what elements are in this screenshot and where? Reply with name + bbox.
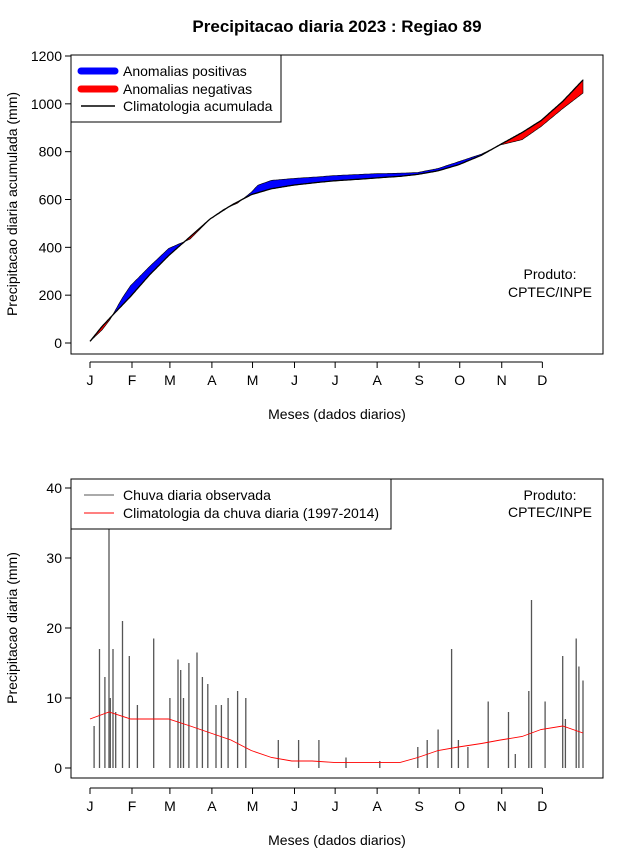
bot-x-tick-label: M [164, 798, 176, 814]
climatology-daily-line [89, 711, 584, 763]
bot-x-tick-label: N [497, 798, 507, 814]
legend-label-negative: Anomalias negativas [123, 81, 252, 97]
top-x-tick-label: O [454, 372, 465, 388]
legend-label-climatology: Climatologia acumulada [123, 98, 273, 114]
top-y-tick-label: 1200 [31, 48, 62, 64]
cumulative-lines [89, 79, 584, 342]
top-x-tick-label: M [247, 372, 259, 388]
bot-x-tick-label: O [454, 798, 465, 814]
legend-label-climatology-daily: Climatologia da chuva diaria (1997-2014) [123, 505, 379, 521]
top-y-tick-label: 800 [39, 144, 63, 160]
climatology-cumulative-line [89, 79, 584, 342]
bot-y-tick-label: 40 [46, 480, 62, 496]
y-axis-bottom: 0 10 20 30 40 [46, 480, 72, 776]
bot-x-tick-label: J [87, 798, 94, 814]
top-x-tick-label: J [332, 372, 339, 388]
bot-x-tick-label: F [128, 798, 137, 814]
bot-x-tick-label: J [291, 798, 298, 814]
top-x-tick-label: N [497, 372, 507, 388]
legend-box-bottom [70, 478, 392, 530]
credit-line-1-bottom: Produto: [524, 487, 577, 503]
bot-x-tick-label: A [372, 798, 382, 814]
credit-line-2-bottom: CPTEC/INPE [508, 504, 592, 520]
top-x-tick-label: S [414, 372, 423, 388]
top-y-tick-label: 400 [39, 239, 63, 255]
top-x-tick-label: J [291, 372, 298, 388]
bot-x-tick-label: S [414, 798, 423, 814]
legend-label-observed: Chuva diaria observada [123, 487, 271, 503]
y-axis-top: 0 200 400 600 800 1000 1200 [31, 48, 72, 351]
top-y-tick-label: 600 [39, 192, 63, 208]
bot-y-tick-label: 30 [46, 550, 62, 566]
top-x-tick-label: J [87, 372, 94, 388]
top-x-tick-label: A [207, 372, 217, 388]
bot-y-tick-label: 10 [46, 690, 62, 706]
daily-rain-bars [93, 523, 584, 768]
legend-bottom: Chuva diaria observada Climatologia da c… [70, 478, 392, 530]
top-x-tick-label: A [372, 372, 382, 388]
top-x-tick-label: D [537, 372, 547, 388]
bot-x-tick-label: D [537, 798, 547, 814]
bot-x-tick-label: M [247, 798, 259, 814]
chart-title: Precipitacao diaria 2023 : Regiao 89 [192, 17, 481, 36]
top-y-tick-label: 0 [54, 335, 62, 351]
legend-box-top [70, 54, 282, 123]
chart-bottom: 0 10 20 30 40 J F M A M J J A S O N D Meses (dados diar… [4, 478, 604, 848]
top-y-tick-label: 1000 [31, 96, 62, 112]
negative-anomaly-area [495, 79, 584, 148]
chart-top: Precipitacao diaria 2023 : Regiao 89 0 20… [4, 17, 604, 422]
bot-x-tick-label: J [332, 798, 339, 814]
legend-label-positive: Anomalias positivas [123, 63, 247, 79]
bot-y-tick-label: 0 [54, 760, 62, 776]
bot-x-tick-label: A [207, 798, 217, 814]
y-axis-title-top: Precipitacao diaria acumulada (mm) [4, 92, 20, 316]
top-y-tick-label: 200 [39, 287, 63, 303]
bot-y-tick-label: 20 [46, 620, 62, 636]
positive-anomaly-area [242, 146, 497, 200]
x-axis-title-top: Meses (dados diarios) [268, 406, 406, 422]
top-x-tick-label: F [128, 372, 137, 388]
top-x-tick-label: M [164, 372, 176, 388]
x-axis-title-bottom: Meses (dados diarios) [268, 832, 406, 848]
credit-line-2: CPTEC/INPE [508, 284, 592, 300]
climatology-line [89, 711, 584, 763]
credit-line-1: Produto: [524, 266, 577, 282]
y-axis-title-bottom: Precipitacao diaria (mm) [4, 552, 20, 704]
legend-top: Anomalias positivas Anomalias negativas … [70, 54, 282, 123]
